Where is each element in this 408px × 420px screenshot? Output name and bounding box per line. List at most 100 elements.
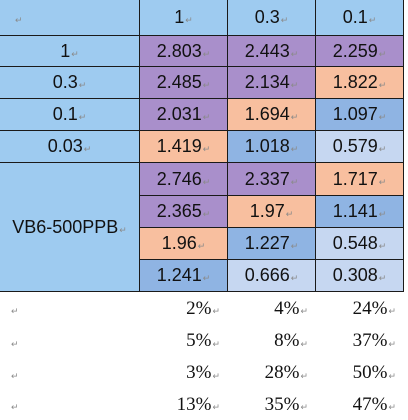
percent-cell: 8% ↵	[228, 325, 316, 357]
percent-cell-text: 4%	[274, 297, 300, 319]
paragraph-mark-icon: ↵	[202, 48, 211, 59]
percent-cell-text: 8%	[274, 330, 300, 351]
paragraph-mark-icon: ↵	[11, 370, 19, 381]
column-header: 0.1 ↵	[316, 0, 404, 36]
value-cell: 1.097 ↵	[316, 99, 404, 131]
paragraph-mark-icon: ↵	[197, 241, 206, 251]
value-cell: 2.365 ↵	[140, 196, 228, 228]
row-label-empty: ↵	[0, 389, 140, 420]
value-cell: 2.134 ↵	[228, 67, 316, 99]
paragraph-mark-icon: ↵	[202, 209, 211, 219]
paragraph-mark-icon: ↵	[285, 209, 294, 219]
paragraph-mark-icon: ↵	[378, 80, 387, 90]
value-cell-text: 1.419	[156, 136, 202, 156]
value-cell: 1.96 ↵	[140, 228, 228, 260]
value-cell-text: 1.141	[332, 201, 378, 221]
percent-cell: 28% ↵	[228, 357, 316, 389]
percent-cell-text: 35%	[264, 393, 300, 415]
percent-cell: 24% ↵	[316, 292, 404, 325]
paragraph-mark-icon: ↵	[212, 370, 220, 381]
percent-cell: 3% ↵	[140, 357, 228, 389]
percent-cell-text: 13%	[176, 393, 212, 415]
value-cell-text: 2.259	[332, 40, 378, 61]
value-cell-text: 1.717	[332, 168, 378, 189]
value-cell-text: 0.666	[244, 265, 290, 285]
value-cell: 1.717 ↵	[316, 163, 404, 196]
row-label-empty: ↵	[0, 292, 140, 325]
column-header-text: 1	[174, 7, 185, 27]
paragraph-mark-icon: ↵	[388, 338, 396, 349]
value-cell: 2.746 ↵	[140, 163, 228, 196]
percent-cell-text: 24%	[352, 297, 388, 319]
paragraph-mark-icon: ↵	[212, 306, 220, 316]
percent-cell: 47% ↵	[316, 389, 404, 420]
paragraph-mark-icon: ↵	[290, 241, 299, 251]
value-cell-text: 0.579	[332, 136, 378, 156]
percent-cell-text: 37%	[352, 330, 388, 351]
paragraph-mark-icon: ↵	[280, 15, 289, 25]
paragraph-mark-icon: ↵	[290, 80, 299, 90]
value-cell-text: 1.227	[244, 233, 290, 253]
paragraph-mark-icon: ↵	[71, 48, 79, 59]
value-cell: 1.419 ↵	[140, 131, 228, 163]
column-header: 1 ↵	[140, 0, 228, 36]
value-cell: 1.97 ↵	[228, 196, 316, 228]
paragraph-mark-icon: ↵	[290, 176, 299, 187]
group-label: VB6-500PPB ↵	[0, 163, 140, 292]
percent-cell-text: 47%	[352, 393, 388, 415]
value-cell: 0.666 ↵	[228, 260, 316, 292]
paragraph-mark-icon: ↵	[388, 370, 396, 381]
paragraph-mark-icon: ↵	[378, 112, 387, 122]
value-cell-text: 1.97	[249, 201, 285, 221]
paragraph-mark-icon: ↵	[300, 402, 308, 412]
paragraph-mark-icon: ↵	[378, 209, 387, 219]
paragraph-mark-icon: ↵	[290, 144, 299, 154]
row-label-empty: ↵	[0, 325, 140, 357]
percent-cell: 37% ↵	[316, 325, 404, 357]
value-cell-text: 2.485	[156, 72, 202, 92]
column-header: 0.3 ↵	[228, 0, 316, 36]
column-header-text: 0.1	[342, 7, 368, 27]
value-cell-text: 0.308	[332, 265, 378, 285]
paragraph-mark-icon: ↵	[11, 402, 19, 412]
value-cell: 2.031 ↵	[140, 99, 228, 131]
row-label: 0.1 ↵	[0, 99, 140, 131]
paragraph-mark-icon: ↵	[300, 370, 308, 381]
paragraph-mark-icon: ↵	[15, 15, 23, 25]
paragraph-mark-icon: ↵	[378, 144, 387, 154]
paragraph-mark-icon: ↵	[202, 176, 211, 187]
percent-cell: 5% ↵	[140, 325, 228, 357]
value-cell-text: 2.803	[156, 40, 202, 61]
paragraph-mark-icon: ↵	[212, 338, 220, 349]
paragraph-mark-icon: ↵	[378, 241, 387, 251]
value-cell: 1.822 ↵	[316, 67, 404, 99]
value-cell-text: 1.694	[244, 104, 290, 124]
value-cell-text: 0.548	[332, 233, 378, 253]
row-label: 0.03 ↵	[0, 131, 140, 163]
value-cell: 1.141 ↵	[316, 196, 404, 228]
paragraph-mark-icon: ↵	[202, 273, 211, 283]
group-label-text: VB6-500PPB	[12, 216, 119, 237]
value-cell: 1.241 ↵	[140, 260, 228, 292]
row-label: 1 ↵	[0, 36, 140, 67]
paragraph-mark-icon: ↵	[378, 273, 387, 283]
row-label-text: 0.3	[52, 72, 78, 92]
paragraph-mark-icon: ↵	[78, 80, 87, 90]
percent-cell: 35% ↵	[228, 389, 316, 420]
value-cell: 2.443 ↵	[228, 36, 316, 67]
value-cell-text: 2.337	[244, 168, 290, 189]
value-cell: 0.308 ↵	[316, 260, 404, 292]
value-cell-text: 1.018	[244, 136, 290, 156]
percent-cell-text: 3%	[186, 362, 212, 383]
paragraph-mark-icon: ↵	[202, 112, 211, 122]
paragraph-mark-icon: ↵	[212, 402, 220, 412]
value-cell: 1.018 ↵	[228, 131, 316, 163]
row-label-text: 1	[60, 40, 71, 61]
value-cell: 2.485 ↵	[140, 67, 228, 99]
value-cell-text: 2.031	[156, 104, 202, 124]
header-corner: ↵	[0, 0, 140, 36]
value-cell: 2.337 ↵	[228, 163, 316, 196]
paragraph-mark-icon: ↵	[300, 338, 308, 349]
paragraph-mark-icon: ↵	[290, 112, 299, 122]
value-cell-text: 1.96	[161, 233, 197, 253]
